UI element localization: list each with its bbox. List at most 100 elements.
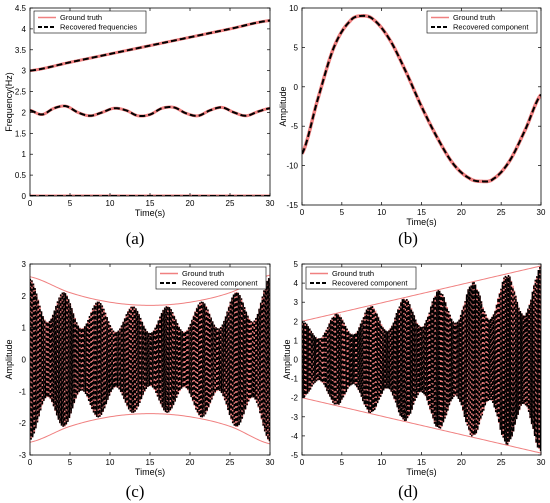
y-tick-label: 1 [294, 336, 299, 345]
panel-label: (a) [126, 229, 145, 248]
legend-entry: Ground truth [453, 13, 495, 22]
legend-entry: Recovered component [182, 279, 258, 288]
y-tick-label: -5 [291, 122, 299, 131]
x-tick-label: 30 [266, 199, 275, 208]
y-tick-label: 0 [294, 83, 299, 92]
x-tick-label: 5 [340, 208, 345, 217]
legend-box [426, 10, 538, 34]
y-tick-label: 0.5 [15, 171, 27, 180]
y-axis-label: Amplitude [278, 86, 288, 126]
y-tick-label: 4 [294, 279, 299, 288]
recovered-line-2 [30, 104, 270, 118]
y-tick-label: 2 [294, 317, 299, 326]
x-tick-label: 25 [226, 199, 235, 208]
plot-series [302, 14, 541, 184]
y-tick-label: 4.5 [15, 4, 27, 13]
y-axis-label: Amplitude [282, 339, 292, 379]
x-axis-label: Time(s) [406, 217, 436, 227]
y-tick-label: -1 [19, 387, 27, 396]
x-tick-label: 25 [497, 208, 506, 217]
x-tick-label: 15 [417, 458, 426, 467]
envelope-upper [30, 274, 270, 306]
x-axis-label: Time(s) [135, 208, 165, 218]
y-tick-label: 3.5 [15, 46, 27, 55]
x-tick-label: 20 [186, 458, 195, 467]
y-tick-label: -15 [286, 201, 298, 210]
y-tick-label: 0 [22, 192, 27, 201]
x-tick-label: 30 [537, 208, 546, 217]
plot-series [30, 274, 270, 445]
y-tick-label: 2 [22, 292, 27, 301]
y-tick-label: 0 [294, 356, 299, 365]
panel-4: 0 5 10 15 20 25 30 -5 -4 -3 -2 -1 0 1 2 3 4 5 Time(s) Ampli… [282, 260, 546, 501]
legend-entry: Ground truth [332, 269, 374, 278]
x-tick-label: 25 [226, 458, 235, 467]
y-tick-label: -10 [286, 162, 298, 171]
envelope-upper [302, 265, 541, 322]
envelope-lower [30, 413, 270, 445]
x-tick-label: 15 [417, 208, 426, 217]
plot-area [30, 8, 270, 196]
y-tick-label: 1 [22, 324, 27, 333]
y-tick-label: 1 [22, 150, 27, 159]
panel-label: (d) [398, 482, 418, 501]
panel-label: (b) [398, 229, 418, 248]
x-tick-label: 15 [146, 199, 155, 208]
legend-entry: Recovered frequencies [60, 23, 137, 32]
x-tick-label: 25 [497, 458, 506, 467]
x-tick-label: 20 [457, 208, 466, 217]
panel-1: 0 5 10 15 20 25 30 0 0.5 1 1.5 2 2.5 3 3.5 4 4.5 Time(s) F… [4, 4, 275, 248]
y-tick-label: 5 [294, 43, 299, 52]
y-tick-label: 3 [22, 260, 27, 269]
y-tick-label: -4 [291, 432, 299, 441]
x-tick-label: 0 [28, 458, 33, 467]
x-tick-label: 30 [266, 458, 275, 467]
x-tick-label: 5 [68, 199, 73, 208]
x-tick-label: 0 [28, 199, 33, 208]
panel-2: 0 5 10 15 20 25 30 -15 -10 -5 0 5 10 Time(s) Amplitude… [278, 4, 546, 248]
x-tick-label: 10 [377, 208, 386, 217]
legend-box [305, 266, 417, 290]
legend-entry: Recovered component [332, 279, 408, 288]
y-tick-label: 10 [289, 4, 298, 13]
plot-series [302, 265, 541, 454]
y-tick-label: -3 [19, 451, 27, 460]
y-axis-label: Frequency(Hz) [4, 72, 14, 132]
recovered-line [302, 266, 541, 452]
x-tick-label: 20 [457, 458, 466, 467]
y-tick-label: -3 [291, 413, 299, 422]
x-tick-label: 10 [377, 458, 386, 467]
recovered-line [302, 14, 541, 183]
y-tick-label: -2 [19, 419, 27, 428]
plot-series [30, 19, 270, 196]
x-tick-label: 0 [300, 208, 305, 217]
legend-entry: Ground truth [182, 269, 224, 278]
recovered-line [30, 278, 270, 442]
x-tick-label: 15 [146, 458, 155, 467]
x-tick-label: 5 [68, 458, 73, 467]
x-tick-label: 10 [106, 199, 115, 208]
panel-label: (c) [126, 482, 145, 501]
x-axis-label: Time(s) [135, 467, 165, 477]
x-tick-label: 20 [186, 199, 195, 208]
recovered-line-1 [30, 19, 270, 72]
y-tick-label: 5 [294, 260, 299, 269]
x-tick-label: 5 [340, 458, 345, 467]
x-tick-label: 30 [537, 458, 546, 467]
legend-entry: Ground truth [60, 13, 102, 22]
y-tick-label: 0 [22, 356, 27, 365]
y-tick-label: 3 [22, 67, 27, 76]
y-tick-label: -1 [291, 375, 299, 384]
y-tick-label: 2.5 [15, 88, 27, 97]
envelope-lower [302, 397, 541, 454]
legend-box [33, 10, 147, 34]
y-tick-label: -5 [291, 451, 299, 460]
y-tick-label: 3 [294, 298, 299, 307]
y-tick-label: -2 [291, 394, 299, 403]
y-tick-label: 2 [22, 108, 27, 117]
